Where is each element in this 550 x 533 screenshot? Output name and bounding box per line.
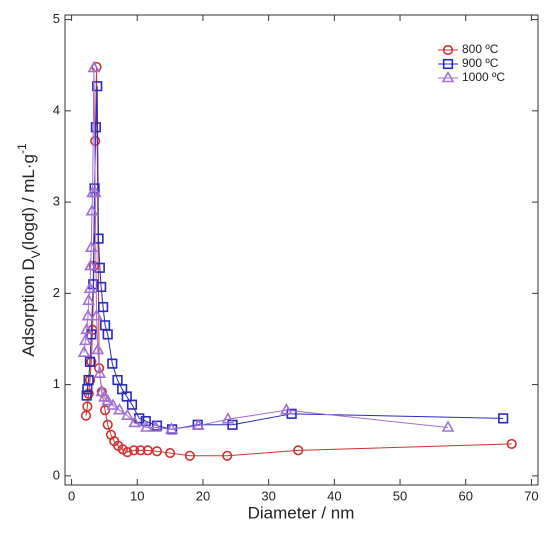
marker — [82, 401, 93, 412]
x-tick-label: 40 — [327, 488, 341, 503]
y-axis-label: Adsorption DV(logd) / mL·g-1 — [15, 143, 43, 357]
marker — [81, 390, 92, 401]
marker — [506, 438, 517, 450]
marker — [280, 403, 293, 415]
marker — [84, 258, 97, 271]
y-tick-label: 0 — [53, 467, 60, 482]
marker — [184, 450, 195, 461]
marker — [128, 445, 140, 456]
marker — [77, 345, 91, 357]
y-tick-label: 4 — [53, 102, 60, 117]
marker — [222, 450, 233, 461]
x-tick-label: 60 — [459, 488, 473, 503]
marker — [91, 342, 105, 355]
marker — [90, 309, 103, 321]
series-line — [85, 67, 512, 457]
y-tick-label: 3 — [53, 194, 60, 209]
marker — [106, 398, 120, 410]
y-label-part: (logd) / mL·g — [19, 154, 38, 250]
marker — [441, 420, 455, 432]
marker — [126, 399, 138, 410]
marker — [128, 415, 141, 428]
marker — [293, 445, 304, 456]
y-label-part: Adsorption D — [19, 258, 38, 356]
marker — [221, 412, 235, 424]
marker — [135, 445, 146, 456]
legend-label: 800 ºC — [462, 42, 499, 56]
marker — [93, 233, 104, 244]
x-tick-label: 0 — [68, 488, 75, 503]
marker — [84, 240, 98, 253]
marker — [83, 374, 94, 386]
marker — [140, 420, 153, 432]
marker — [165, 447, 176, 459]
series-line — [86, 86, 504, 430]
y-label-sup: -1 — [15, 143, 29, 154]
marker — [140, 416, 151, 427]
marker — [89, 183, 100, 194]
marker — [149, 420, 163, 432]
marker — [165, 422, 178, 434]
marker — [80, 322, 94, 335]
marker — [84, 356, 96, 367]
marker — [99, 405, 111, 416]
marker — [102, 329, 113, 340]
marker — [83, 281, 97, 294]
marker — [498, 413, 509, 424]
marker — [88, 185, 102, 198]
marker — [86, 329, 97, 340]
marker — [79, 333, 92, 346]
x-tick-label: 10 — [130, 488, 144, 503]
marker — [82, 293, 96, 305]
x-tick-label: 50 — [393, 488, 407, 503]
x-tick-label: 70 — [524, 488, 538, 503]
marker — [121, 408, 134, 420]
marker — [122, 447, 133, 458]
marker — [92, 81, 103, 92]
marker — [98, 301, 109, 313]
marker — [87, 60, 101, 73]
marker — [101, 393, 115, 406]
marker — [442, 44, 454, 56]
marker — [441, 70, 455, 83]
x-tick-label: 20 — [196, 488, 210, 503]
marker — [81, 309, 95, 321]
marker — [192, 418, 205, 430]
marker — [113, 403, 126, 415]
y-tick-label: 5 — [53, 11, 60, 26]
marker — [121, 391, 132, 402]
marker — [442, 58, 454, 70]
plot-frame — [64, 14, 539, 486]
marker — [102, 419, 113, 430]
legend-label: 1000 ºC — [462, 70, 505, 84]
y-label-sub: V — [29, 250, 43, 258]
x-axis-label: Diameter / nm — [248, 503, 355, 522]
x-tick-label: 30 — [261, 488, 275, 503]
legend-label: 900 ºC — [462, 56, 499, 70]
y-tick-label: 2 — [53, 285, 60, 300]
series-line — [83, 67, 449, 430]
marker — [96, 281, 107, 293]
marker — [151, 446, 163, 457]
marker — [85, 204, 99, 216]
y-tick-label: 1 — [53, 376, 60, 391]
marker — [107, 358, 118, 369]
marker — [151, 420, 163, 431]
marker — [93, 366, 107, 378]
marker — [90, 122, 101, 133]
